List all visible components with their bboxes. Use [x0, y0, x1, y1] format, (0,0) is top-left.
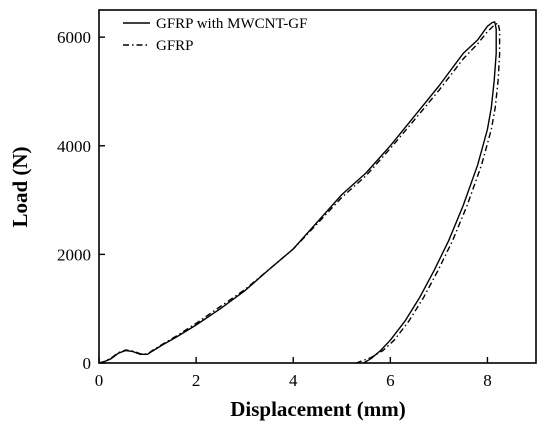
series-group — [98, 21, 501, 364]
legend-label-gfrp-mwcnt: GFRP with MWCNT-GF — [156, 16, 307, 32]
x-tick-label: 0 — [95, 371, 104, 390]
x-tick-label: 2 — [192, 371, 201, 390]
y-axis-ticks: 0 2000 4000 6000 — [57, 28, 105, 373]
legend: GFRP with MWCNT-GF GFRP — [123, 16, 307, 54]
y-tick-label: 4000 — [57, 137, 91, 156]
y-tick-label: 6000 — [57, 28, 91, 47]
plot-area — [98, 9, 537, 364]
x-axis-title: Displacement (mm) — [230, 397, 406, 421]
x-tick-label: 4 — [289, 371, 298, 390]
legend-label-gfrp: GFRP — [156, 38, 194, 54]
series-line-gfrp — [98, 22, 501, 364]
y-axis-title: Load (N) — [8, 146, 32, 227]
x-tick-label: 8 — [483, 371, 492, 390]
x-tick-label: 6 — [386, 371, 395, 390]
y-tick-label: 2000 — [57, 245, 91, 264]
plot-frame — [98, 9, 537, 364]
x-axis-ticks: 0 2 4 6 8 — [95, 357, 492, 390]
series-line-gfrp-mwcnt-gf — [98, 21, 497, 364]
y-tick-label: 0 — [83, 354, 92, 373]
